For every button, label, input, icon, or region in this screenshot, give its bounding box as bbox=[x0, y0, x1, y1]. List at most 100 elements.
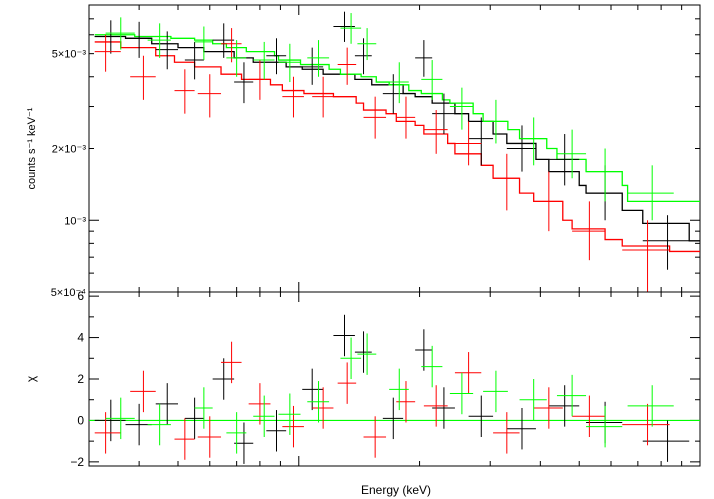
model-line bbox=[94, 41, 700, 253]
data-point bbox=[221, 28, 242, 63]
residual-point bbox=[421, 345, 443, 388]
data-point bbox=[340, 13, 362, 44]
data-point bbox=[357, 28, 377, 61]
y-axis-label: counts s⁻¹ keV⁻¹ bbox=[26, 107, 38, 189]
residual-point bbox=[506, 408, 536, 450]
residual-point bbox=[586, 405, 623, 448]
data-point bbox=[105, 17, 135, 50]
data-point bbox=[389, 62, 409, 104]
data-point bbox=[506, 125, 536, 172]
residual-point bbox=[548, 385, 580, 427]
residual-point bbox=[382, 397, 404, 440]
residual-point bbox=[483, 370, 508, 413]
residual-point bbox=[94, 412, 121, 454]
residual-point bbox=[642, 420, 690, 462]
x-axis-label: Energy (keV) bbox=[361, 483, 431, 497]
residual-point bbox=[468, 395, 494, 437]
residual-point bbox=[363, 416, 387, 458]
data-point bbox=[194, 26, 213, 61]
data-point bbox=[449, 87, 474, 130]
residual-point bbox=[519, 379, 547, 421]
data-point bbox=[468, 117, 494, 166]
data-point bbox=[130, 55, 156, 100]
data-point bbox=[572, 201, 606, 261]
data-point bbox=[483, 99, 508, 144]
residual-point bbox=[493, 412, 520, 454]
y-tick-label: 4 bbox=[77, 331, 84, 345]
residual-point bbox=[354, 331, 372, 373]
data-point bbox=[282, 76, 304, 118]
data-point bbox=[415, 40, 433, 77]
data-point bbox=[184, 41, 204, 80]
residual-point bbox=[622, 403, 670, 446]
data-point bbox=[423, 110, 448, 154]
residual-point bbox=[337, 362, 357, 404]
data-point bbox=[519, 117, 547, 166]
residual-point bbox=[174, 418, 195, 460]
y-tick-label: 10⁻³ bbox=[64, 215, 86, 227]
data-point bbox=[493, 153, 520, 211]
data-point bbox=[307, 40, 330, 77]
residual-point bbox=[130, 370, 156, 413]
residual-point bbox=[253, 395, 275, 437]
data-point bbox=[197, 74, 222, 118]
y-tick-label: 0 bbox=[77, 413, 84, 427]
residual-point bbox=[282, 405, 304, 448]
residual-point bbox=[212, 358, 235, 400]
data-point bbox=[363, 96, 387, 139]
data-point bbox=[302, 47, 324, 85]
y-axis-label: χ bbox=[24, 375, 38, 382]
residual-point bbox=[340, 337, 362, 379]
data-point bbox=[642, 215, 690, 270]
residual-point bbox=[147, 403, 171, 446]
residual-point bbox=[454, 352, 482, 394]
data-point bbox=[234, 62, 254, 104]
residual-point bbox=[248, 383, 271, 425]
residual-point bbox=[556, 374, 587, 417]
data-point bbox=[94, 34, 121, 72]
data-point bbox=[337, 47, 357, 85]
residual-panel: −2 0 2 4 6 χ bbox=[24, 289, 701, 469]
residual-point bbox=[389, 368, 409, 411]
y-tick-label: 5×10⁻⁴ bbox=[51, 287, 87, 299]
residual-point bbox=[307, 381, 330, 423]
data-point bbox=[226, 40, 247, 77]
residual-point bbox=[234, 422, 254, 464]
residual-point bbox=[423, 385, 448, 427]
data-point bbox=[396, 96, 416, 139]
residual-point bbox=[627, 385, 674, 427]
residual-point bbox=[194, 387, 213, 429]
model-line bbox=[94, 35, 700, 242]
y-tick-label: 2×10⁻³ bbox=[52, 144, 87, 156]
data-point bbox=[421, 60, 443, 100]
data-point bbox=[454, 121, 482, 166]
residual-point bbox=[221, 341, 242, 384]
residual-point bbox=[125, 403, 152, 446]
residual-point bbox=[572, 395, 606, 437]
data-point bbox=[312, 76, 334, 118]
residual-point bbox=[197, 416, 222, 458]
data-point bbox=[556, 129, 587, 179]
residual-point bbox=[533, 387, 563, 429]
y-tick-label: 5×10⁻³ bbox=[52, 49, 87, 61]
data-point bbox=[266, 38, 287, 75]
data-point bbox=[147, 23, 171, 58]
data-point bbox=[253, 41, 275, 80]
residual-point bbox=[184, 397, 204, 440]
residual-point bbox=[415, 329, 433, 371]
y-tick-label: 6 bbox=[77, 289, 84, 303]
spectrum-panel: 5×10⁻³ 2×10⁻³ 10⁻³ 5×10⁻⁴ counts s⁻¹ keV⁻¹ bbox=[26, 4, 701, 299]
data-point bbox=[627, 165, 674, 221]
data-point bbox=[125, 21, 152, 58]
residual-point bbox=[266, 410, 287, 452]
residual-point bbox=[449, 372, 474, 415]
data-point bbox=[248, 60, 271, 100]
y-tick-label: 2 bbox=[77, 372, 84, 386]
data-point bbox=[212, 23, 235, 58]
residual-point bbox=[357, 333, 377, 375]
model-line bbox=[94, 34, 700, 203]
data-point bbox=[174, 69, 195, 114]
data-point bbox=[622, 220, 670, 292]
